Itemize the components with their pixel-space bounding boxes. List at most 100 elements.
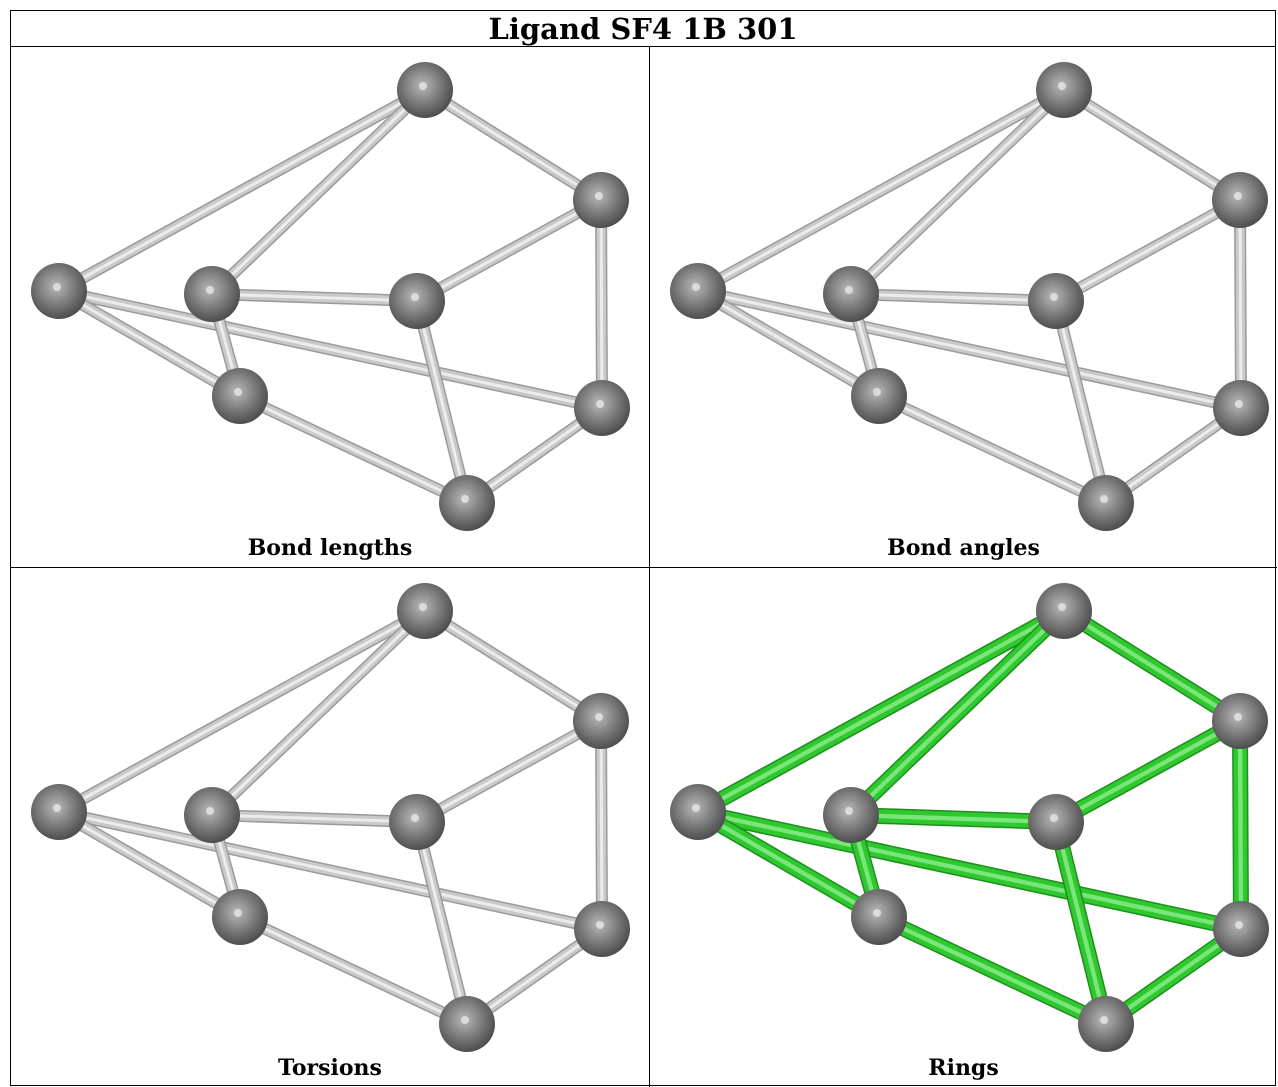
atom-specular bbox=[1234, 192, 1242, 200]
bond-highlight bbox=[423, 609, 603, 723]
atom-specular bbox=[234, 388, 242, 396]
atom bbox=[31, 263, 87, 319]
atom bbox=[573, 693, 629, 749]
bond-highlight bbox=[599, 198, 604, 410]
bond-highlight bbox=[57, 289, 604, 410]
atom bbox=[31, 784, 87, 840]
bond-highlight bbox=[876, 914, 1109, 1027]
atom-specular bbox=[461, 1016, 469, 1024]
bond-highlight bbox=[210, 609, 427, 817]
atom-specular bbox=[845, 286, 853, 294]
bond-highlight bbox=[415, 198, 603, 303]
panel-rings: Rings bbox=[650, 568, 1277, 1087]
bond-highlight bbox=[1054, 198, 1242, 303]
atom bbox=[823, 787, 879, 843]
atom bbox=[1078, 996, 1134, 1052]
atom-specular bbox=[595, 713, 603, 721]
bond-highlight bbox=[57, 609, 427, 814]
bond-highlight bbox=[849, 292, 1058, 303]
atom-specular bbox=[595, 192, 603, 200]
atom bbox=[184, 787, 240, 843]
atom bbox=[1036, 62, 1092, 118]
bond-highlight bbox=[695, 809, 1244, 932]
panel-caption: Rings bbox=[928, 1055, 999, 1081]
molecule-view-torsions bbox=[31, 583, 630, 1052]
atom-specular bbox=[411, 814, 419, 822]
bond-highlight bbox=[57, 810, 604, 931]
atom bbox=[389, 273, 445, 329]
bond-highlight bbox=[57, 88, 427, 293]
atom-specular bbox=[1058, 603, 1066, 611]
atom-specular bbox=[206, 286, 214, 294]
molecule-view-rings bbox=[670, 583, 1269, 1052]
atom-specular bbox=[1234, 713, 1242, 721]
atom bbox=[1028, 273, 1084, 329]
atom bbox=[212, 889, 268, 945]
atom bbox=[574, 901, 630, 957]
bond-highlight bbox=[877, 394, 1108, 505]
atom-specular bbox=[692, 283, 700, 291]
atom-specular bbox=[692, 804, 700, 812]
molecule-view-bond-lengths bbox=[31, 62, 630, 531]
atom bbox=[1078, 475, 1134, 531]
bond-highlight bbox=[1053, 718, 1243, 825]
atom bbox=[184, 266, 240, 322]
bond-highlight bbox=[238, 394, 469, 505]
atom-specular bbox=[419, 82, 427, 90]
bond-highlight bbox=[1237, 718, 1244, 932]
panel-torsions: Torsions bbox=[11, 568, 649, 1087]
atom bbox=[212, 368, 268, 424]
atom-specular bbox=[1235, 400, 1243, 408]
bond-highlight bbox=[415, 719, 603, 824]
atom-specular bbox=[1100, 1016, 1108, 1024]
atom bbox=[439, 475, 495, 531]
atom bbox=[439, 996, 495, 1052]
panel-caption: Bond angles bbox=[887, 535, 1040, 561]
atom-specular bbox=[1235, 921, 1243, 929]
bond-highlight bbox=[1238, 198, 1243, 410]
panel-bond-lengths: Bond lengths bbox=[11, 47, 649, 567]
atom-specular bbox=[461, 495, 469, 503]
atom bbox=[1213, 380, 1269, 436]
atom bbox=[1213, 901, 1269, 957]
atom bbox=[851, 889, 907, 945]
bond-highlight bbox=[599, 719, 604, 931]
atom bbox=[1036, 583, 1092, 639]
atom-specular bbox=[596, 400, 604, 408]
bond-highlight bbox=[1062, 88, 1242, 202]
panel-caption: Bond lengths bbox=[247, 535, 413, 561]
atom-specular bbox=[1058, 82, 1066, 90]
atom-specular bbox=[873, 388, 881, 396]
bond-highlight bbox=[210, 813, 419, 824]
bond-highlight bbox=[1054, 299, 1108, 505]
molecule-view-bond-angles bbox=[670, 62, 1269, 531]
atom bbox=[1028, 794, 1084, 850]
bond-highlight bbox=[415, 820, 469, 1026]
bond-highlight bbox=[238, 915, 469, 1026]
atom bbox=[823, 266, 879, 322]
atom bbox=[573, 172, 629, 228]
atom bbox=[397, 62, 453, 118]
bond-highlight bbox=[695, 608, 1067, 815]
bond-highlight bbox=[415, 299, 469, 505]
ligand-table: Ligand SF4 1B 301 Bond lengths Bond angl… bbox=[10, 10, 1277, 1087]
panel-caption: Torsions bbox=[278, 1055, 382, 1081]
atom bbox=[574, 380, 630, 436]
bond-highlight bbox=[848, 812, 1059, 825]
atom-specular bbox=[411, 293, 419, 301]
atom bbox=[397, 583, 453, 639]
panel-bond-angles: Bond angles bbox=[650, 47, 1277, 567]
atom-specular bbox=[1100, 495, 1108, 503]
bond-highlight bbox=[696, 88, 1066, 293]
atom-specular bbox=[1050, 814, 1058, 822]
bond-highlight bbox=[1053, 819, 1109, 1027]
atom bbox=[670, 784, 726, 840]
atom-specular bbox=[53, 804, 61, 812]
bond-highlight bbox=[1061, 608, 1243, 724]
atom bbox=[670, 263, 726, 319]
atom bbox=[1212, 172, 1268, 228]
bond-highlight bbox=[210, 88, 427, 296]
atom-specular bbox=[206, 807, 214, 815]
bond-highlight bbox=[849, 88, 1066, 296]
atom-specular bbox=[873, 909, 881, 917]
